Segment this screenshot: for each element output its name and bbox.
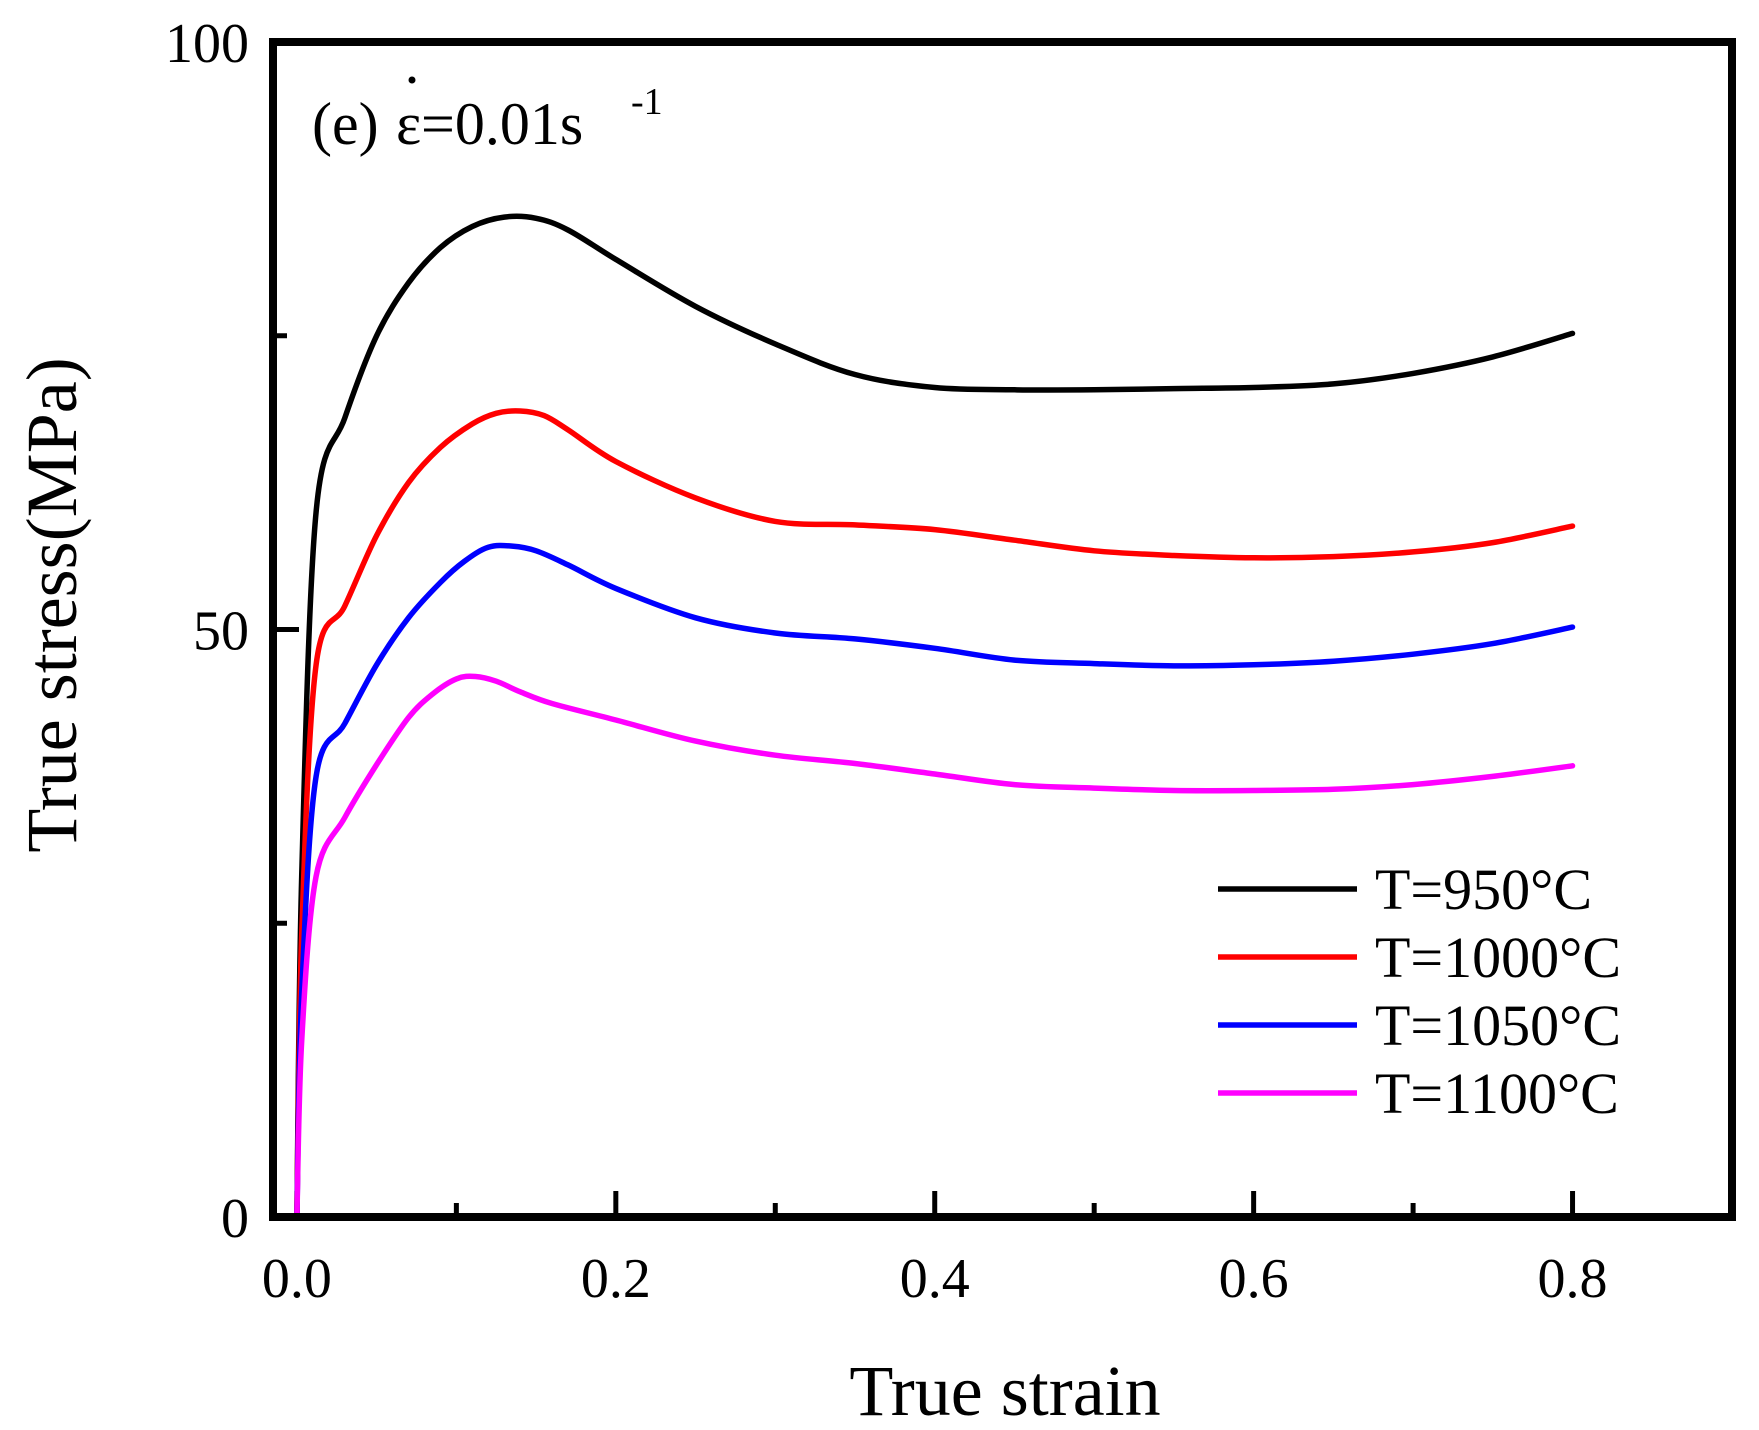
x-tick-label: 0.2 (581, 1248, 651, 1310)
legend-label: T=950°C (1375, 857, 1592, 922)
panel-label: (e) (312, 91, 379, 157)
x-tick-label: 0.6 (1219, 1248, 1289, 1310)
strain-rate-exponent: -1 (631, 81, 663, 123)
legend-label: T=1100°C (1375, 1061, 1619, 1126)
panel-annotation: (e) ε =0.01s -1 (312, 76, 663, 157)
x-axis-label: True strain (849, 1351, 1160, 1430)
x-tick-label: 0.4 (900, 1248, 970, 1310)
legend: T=950°CT=1000°CT=1050°CT=1100°C (1218, 857, 1621, 1126)
x-tick-label: 0.8 (1538, 1248, 1608, 1310)
strain-rate-dot (408, 76, 416, 84)
series-line-3 (294, 673, 1576, 1220)
legend-label: T=1050°C (1375, 993, 1621, 1058)
y-tick-label: 50 (193, 601, 249, 663)
legend-label: T=1000°C (1375, 925, 1621, 990)
series-line-0 (294, 213, 1576, 1220)
y-tick-label: 100 (165, 13, 249, 75)
axis-ticks: 0.0 0.2 0.4 0.6 0.8 0 50 100 (165, 13, 1608, 1310)
strain-rate-symbol: ε (396, 91, 421, 157)
plot-frame (269, 38, 1736, 1221)
y-tick-label: 0 (221, 1188, 249, 1250)
strain-rate-value: =0.01s (421, 91, 583, 157)
x-tick-label: 0.0 (262, 1248, 332, 1310)
series-line-2 (294, 542, 1576, 1220)
series-lines (294, 213, 1576, 1220)
series-line-1 (294, 408, 1576, 1220)
y-axis-label: True stress(MPa) (12, 357, 92, 852)
